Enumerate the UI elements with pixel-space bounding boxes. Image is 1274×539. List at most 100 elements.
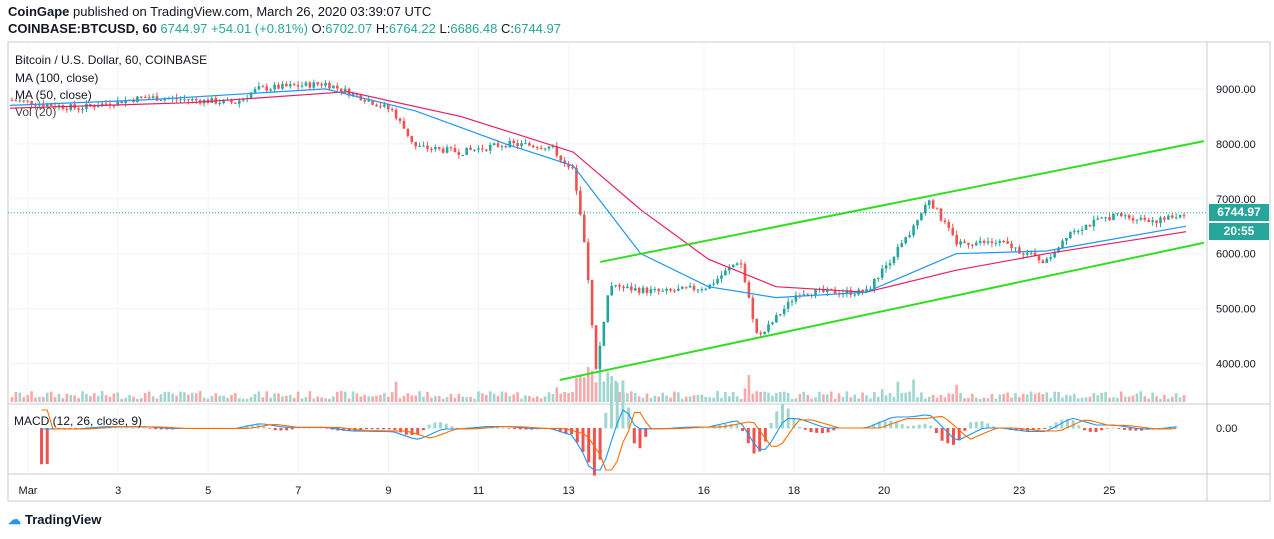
volume-bar (798, 393, 802, 402)
tradingview-logo[interactable]: ☁ TradingView (8, 512, 101, 528)
candle-body (1108, 217, 1111, 221)
legend-macd[interactable]: MACD (12, 26, close, 9) (14, 414, 143, 428)
macd-histogram-bar (131, 427, 135, 429)
volume-bar (724, 391, 727, 402)
channel-lower-line[interactable] (559, 241, 1205, 382)
macd-histogram-bar (427, 424, 431, 429)
volume-bar (516, 392, 519, 402)
volume-bar (1049, 397, 1053, 402)
volume-bar (931, 394, 935, 402)
volume-bar (1088, 396, 1092, 402)
tradingview-cloud-icon: ☁ (8, 512, 21, 527)
legend-volume[interactable]: Vol (20) (15, 105, 57, 119)
macd-histogram-bar (250, 424, 254, 429)
volume-bar (1022, 393, 1025, 402)
chart-title: Bitcoin / U.S. Dollar, 60, COINBASE (15, 53, 208, 67)
volume-bar (1104, 392, 1107, 402)
volume-bar (963, 398, 966, 402)
candle-body (1127, 215, 1131, 219)
candle-body (967, 242, 970, 245)
candle-body (143, 96, 147, 98)
volume-bar (320, 397, 323, 402)
macd-histogram-bar (917, 424, 921, 429)
macd-histogram-bar (142, 427, 146, 429)
candle-body (269, 89, 272, 91)
symbol-label: COINBASE:BTCUSD, 60 (8, 21, 157, 36)
candlesticks (10, 79, 1186, 372)
volume-bar (108, 396, 112, 402)
volume-bar (853, 394, 857, 402)
volume-bar (257, 391, 261, 402)
candle-body (320, 84, 323, 86)
candle-body (555, 146, 559, 156)
volume-bar (469, 396, 472, 402)
candle-body (312, 82, 316, 88)
macd-pane (40, 380, 1178, 476)
macd-histogram-bar (302, 427, 306, 429)
volume-bar (594, 382, 598, 402)
publisher-name[interactable]: CoinGape (8, 4, 70, 19)
volume-bar (751, 393, 755, 402)
volume-bar (1010, 397, 1013, 402)
candle-body (163, 98, 167, 101)
volume-bar (1006, 392, 1009, 402)
volume-bar (822, 394, 825, 402)
candle-body (316, 82, 320, 85)
volume-bar (547, 392, 551, 402)
volume-bar (880, 389, 884, 402)
volume-bar (630, 391, 633, 402)
candle-body (712, 283, 715, 285)
countdown-tag: 20:55 (1209, 222, 1269, 240)
candle-body (978, 240, 982, 243)
volume-bar (924, 398, 927, 402)
volume-bar (1045, 392, 1049, 402)
volume-bar (265, 391, 269, 402)
candle-body (590, 280, 594, 326)
legend-ma100[interactable]: MA (100, close) (15, 71, 99, 85)
candle-body (457, 152, 461, 156)
volume-bar (829, 391, 833, 402)
volume-bar (336, 392, 339, 402)
time-axis[interactable]: Mar 3 5 7 9 11 13 16 18 20 23 25 (19, 485, 1116, 497)
volume-bar (1014, 393, 1017, 402)
candle-body (579, 190, 582, 215)
channel-upper-line[interactable] (600, 140, 1205, 263)
candle-body (512, 140, 516, 144)
x-tick-label: 11 (473, 485, 484, 497)
macd-histogram-bar (1077, 425, 1081, 429)
price-axis[interactable]: 9000.00 8000.00 7000.00 6000.00 5000.00 4000.… (1216, 84, 1256, 435)
volume-bar (900, 392, 904, 402)
candle-body (1053, 252, 1056, 258)
volume-bar (606, 372, 610, 402)
volume-bar (304, 397, 308, 402)
volume-bar (865, 395, 868, 402)
signal-line (41, 409, 1176, 471)
candle-body (935, 208, 939, 210)
candle-body (34, 104, 37, 106)
candle-body (731, 264, 735, 268)
volume-bar (308, 391, 312, 402)
legend-ma50[interactable]: MA (50, close) (15, 88, 92, 102)
volume-bar (775, 392, 778, 402)
candle-body (65, 108, 69, 110)
x-tick-label: 7 (295, 485, 301, 497)
volume-bar (61, 398, 65, 402)
candle-body (434, 147, 437, 150)
candle-body (677, 288, 680, 291)
volume-bar (18, 392, 22, 402)
volume-bar (759, 391, 762, 402)
volume-bar (124, 397, 127, 402)
candle-body (833, 289, 837, 294)
volume-bar (704, 396, 708, 402)
macd-histogram-bar (290, 428, 294, 430)
candle-body (641, 287, 645, 293)
volume-bar (273, 393, 276, 402)
volume-bar (465, 397, 468, 402)
macd-histogram-bar (598, 428, 602, 460)
trend-channel[interactable] (559, 140, 1205, 382)
volume-bar (163, 391, 167, 402)
macd-histogram-bar (564, 428, 568, 434)
volume-bar (633, 392, 637, 402)
volume-bar (38, 396, 41, 402)
